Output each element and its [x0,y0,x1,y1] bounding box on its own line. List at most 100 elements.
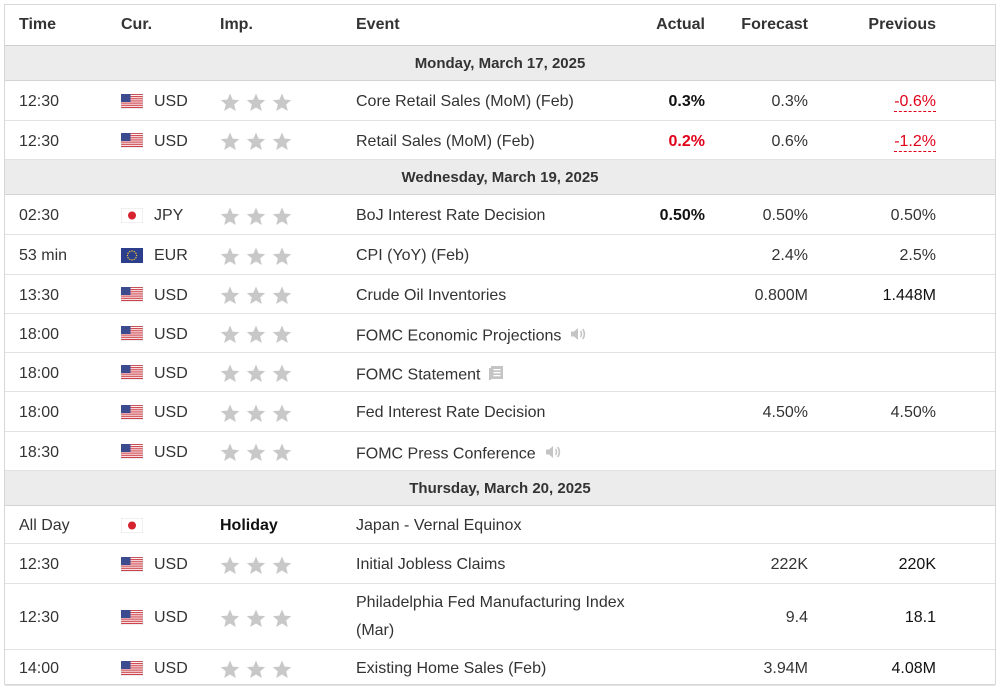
event-name-text[interactable]: Crude Oil Inventories [356,287,507,304]
event-name[interactable]: CPI (YoY) (Feb) [356,247,469,265]
table-row[interactable]: All Day Holiday Japan - Vernal Equinox [5,506,995,544]
star-icon [246,609,266,628]
event-time: 12:30 [19,133,60,150]
event-name-text[interactable]: Philadelphia Fed Manufacturing Index (Ma… [356,594,625,639]
event-name-text[interactable]: CPI (YoY) (Feb) [356,247,470,264]
header-time[interactable]: Time [19,16,57,33]
star-icon [272,364,292,383]
event-name[interactable]: Fed Interest Rate Decision [356,404,545,422]
event-currency: USD [154,365,188,382]
table-row[interactable]: 18:00 USD FOMC Statement [5,353,995,392]
star-icon [246,207,266,226]
star-icon [246,364,266,383]
event-name-text[interactable]: Existing Home Sales (Feb) [356,660,547,677]
event-name[interactable]: FOMC Press Conference [356,444,562,465]
us-flag-icon [121,287,143,302]
event-name-text[interactable]: FOMC Press Conference [356,445,536,463]
event-currency: USD [154,556,188,573]
event-name-text[interactable]: Core Retail Sales (MoM) (Feb) [356,93,574,110]
star-icon [246,325,266,344]
importance-stars [220,660,292,679]
event-actual: 0.3% [668,93,705,110]
importance-stars [220,404,292,423]
us-flag-icon [121,557,143,572]
star-icon [220,207,240,226]
event-name[interactable]: Japan - Vernal Equinox [356,517,521,535]
importance-stars [220,364,292,383]
event-currency: USD [154,326,188,343]
event-time: 53 min [19,247,68,264]
header-event[interactable]: Event [356,16,400,33]
event-name[interactable]: Core Retail Sales (MoM) (Feb) [356,93,574,111]
table-row[interactable]: 14:00 USD Existing Home Sales (Feb) 3.94M 4.… [5,650,995,686]
event-name[interactable]: Existing Home Sales (Feb) [356,660,546,678]
star-icon [220,93,240,112]
event-previous[interactable]: -0.6% [894,93,936,112]
table-row[interactable]: 13:30 USD Crude Oil Inventories 0.800M 1.448… [5,275,995,314]
star-icon [272,207,292,226]
event-time: 14:00 [19,660,60,677]
event-currency: USD [154,93,188,110]
event-name-text[interactable]: Initial Jobless Claims [356,556,506,573]
star-icon [272,660,292,679]
header-actual[interactable]: Actual [656,16,705,33]
event-name[interactable]: Initial Jobless Claims [356,556,505,574]
event-name[interactable]: Philadelphia Fed Manufacturing Index (Ma… [356,589,636,645]
event-name[interactable]: FOMC Statement [356,365,504,386]
star-icon [220,660,240,679]
table-row[interactable]: 53 min EUR CPI (YoY) (Feb) 2.4% 2.5% [5,235,995,275]
us-flag-icon [121,365,143,380]
event-currency: USD [154,660,188,677]
event-forecast: 4.50% [762,404,808,421]
speaker-icon[interactable] [544,444,562,465]
star-icon [220,132,240,151]
event-time: 18:00 [19,365,60,382]
event-currency: EUR [154,247,188,264]
event-name[interactable]: Retail Sales (MoM) (Feb) [356,133,535,151]
header-previous[interactable]: Previous [868,16,936,33]
table-row[interactable]: 18:00 USD Fed Interest Rate Decision 4.50% 4… [5,392,995,432]
day-label: Thursday, March 20, 2025 [409,480,591,497]
event-previous[interactable]: -1.2% [894,133,936,152]
header-currency[interactable]: Cur. [121,16,153,33]
us-flag-icon [121,94,143,109]
header-importance[interactable]: Imp. [220,16,253,33]
table-row[interactable]: 12:30 USD Retail Sales (MoM) (Feb) 0.2% 0.6%… [5,121,995,160]
table-row[interactable]: 18:30 USD FOMC Press Conference [5,432,995,471]
us-flag-icon [121,444,143,459]
table-row[interactable]: 12:30 USD Core Retail Sales (MoM) (Feb) 0.3… [5,81,995,121]
event-name-text[interactable]: Japan - Vernal Equinox [356,517,522,534]
star-icon [272,247,292,266]
table-row[interactable]: 12:30 USD Philadelphia Fed Manufacturing I… [5,584,995,650]
event-time: 18:00 [19,404,60,421]
header-forecast[interactable]: Forecast [741,16,808,33]
importance-stars [220,93,292,112]
table-row[interactable]: 12:30 USD Initial Jobless Claims 222K 220K [5,544,995,584]
table-row[interactable]: 18:00 USD FOMC Economic Projections [5,314,995,353]
event-actual: 0.2% [668,133,705,150]
table-row[interactable]: 02:30 JPY BoJ Interest Rate Decision 0.50% 0… [5,195,995,235]
event-name[interactable]: FOMC Economic Projections [356,326,587,347]
event-name[interactable]: BoJ Interest Rate Decision [356,207,545,225]
star-icon [246,556,266,575]
star-icon [246,247,266,266]
speaker-icon[interactable] [569,326,587,347]
event-name-text[interactable]: FOMC Economic Projections [356,327,562,345]
document-icon[interactable] [488,365,504,386]
importance-stars [220,132,292,151]
us-flag-icon [121,326,143,341]
importance-stars [220,609,292,628]
star-icon [272,325,292,344]
event-name-text[interactable]: Retail Sales (MoM) (Feb) [356,133,535,150]
star-icon [220,556,240,575]
star-icon [272,286,292,305]
event-name-text[interactable]: FOMC Statement [356,366,481,384]
event-currency: USD [154,444,188,461]
event-name-text[interactable]: BoJ Interest Rate Decision [356,207,546,224]
event-forecast: 0.6% [771,133,808,150]
event-name[interactable]: Crude Oil Inventories [356,287,506,305]
day-header: Thursday, March 20, 2025 [5,471,995,506]
event-previous: 1.448M [882,287,936,304]
event-name-text[interactable]: Fed Interest Rate Decision [356,404,546,421]
event-time: 18:00 [19,326,60,343]
